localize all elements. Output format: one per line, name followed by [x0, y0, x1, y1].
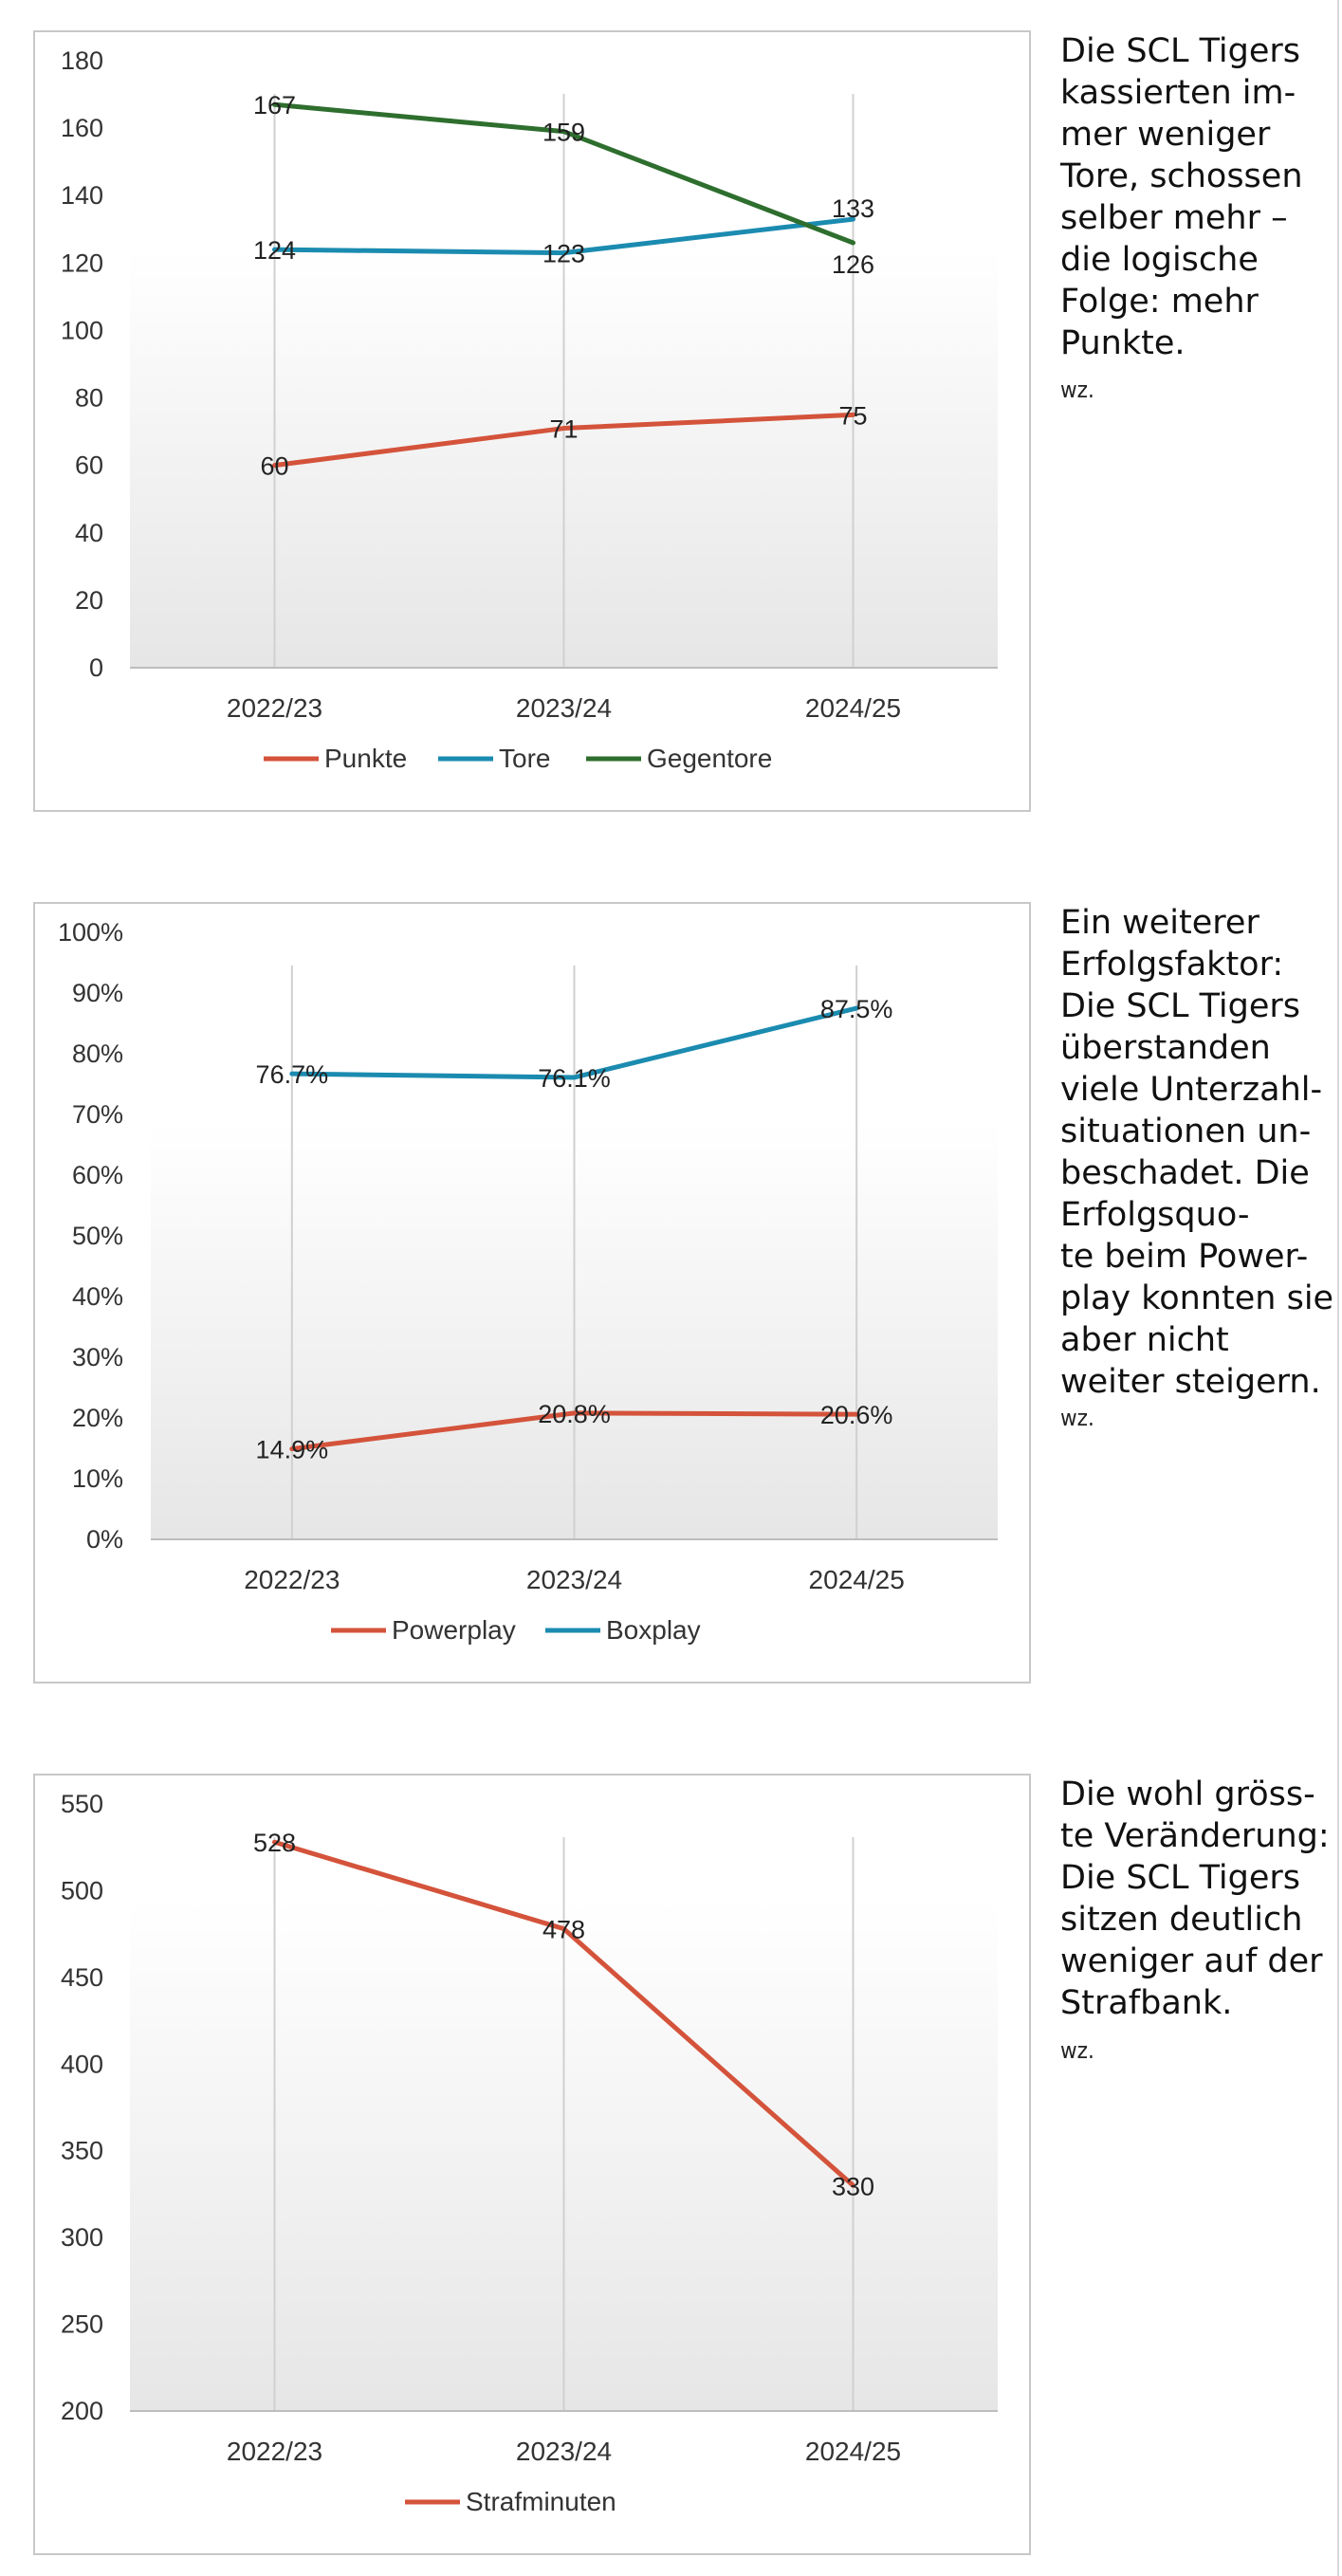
x-tick-label-2022-23: 2022/23	[227, 693, 322, 723]
caption-special-teams: Ein weiterer Erfolgsfaktor: Die SCL Tige…	[1060, 904, 1334, 1401]
caption-goals: Die SCL Tigers kassierten im- mer wenige…	[1060, 32, 1303, 362]
data-label-powerplay-2023-24: 20.8%	[538, 1400, 611, 1428]
x-tick-label-2023-24: 2023/24	[516, 693, 612, 723]
series-line-boxplay	[289, 1005, 859, 1080]
panel-goals: 0 20 40 60 80 100 120 140 160 180 2022/23 2023/24 20…	[0, 30, 1342, 827]
legend-label-strafminuten: Strafminuten	[466, 2487, 616, 2516]
data-label-gegentore-2023-24: 159	[542, 119, 585, 147]
x-tick-label-2024-25: 2024/25	[805, 2437, 901, 2466]
data-label-tore-2023-24: 123	[542, 240, 585, 268]
series-line-tore	[272, 216, 855, 256]
y-tick-label-50: 50%	[72, 1222, 123, 1250]
y-tick-label-70: 70%	[72, 1100, 123, 1129]
y-tick-label-30: 30%	[72, 1343, 123, 1371]
data-label-gegentore-2022-23: 167	[253, 91, 296, 120]
legend-label-powerplay: Powerplay	[392, 1615, 516, 1645]
data-label-strafminuten-2022-23: 528	[253, 1829, 296, 1857]
y-tick-label-10: 10%	[72, 1464, 123, 1493]
legend-label-boxplay: Boxplay	[606, 1615, 701, 1645]
y-tick-label-20: 20	[75, 586, 103, 615]
data-label-punkte-2024-25: 75	[838, 401, 867, 430]
chart-goals: 0 20 40 60 80 100 120 140 160 180 2022/23 2023/24 20…	[61, 46, 998, 773]
y-tick-label-60: 60	[75, 451, 103, 480]
y-tick-label-0: 0	[89, 653, 103, 682]
panel-penalties: 200 250 300 350 400 450 500 550 2022/23 2023/24 20…	[0, 1774, 1342, 2570]
series-line-strafminuten	[272, 1839, 855, 2188]
x-tick-label-2022-23: 2022/23	[227, 2437, 322, 2466]
y-tick-label-250: 250	[61, 2310, 103, 2339]
y-tick-label-160: 160	[61, 114, 103, 142]
caption-penalties: Die wohl gröss- te Veränderung: Die SCL …	[1060, 1776, 1330, 2022]
data-label-punkte-2022-23: 60	[260, 452, 288, 481]
y-tick-label-500: 500	[61, 1876, 103, 1904]
data-label-boxplay-2022-23: 76.7%	[256, 1060, 329, 1089]
chart-special-teams: 0% 10% 20% 30% 40% 50% 60% 70% 80% 90% 100% 2022/23…	[58, 918, 998, 1645]
series-line-punkte	[272, 412, 855, 469]
legend-label-gegentore: Gegentore	[647, 744, 772, 773]
series-line-gegentore	[272, 101, 855, 246]
series-line-powerplay	[289, 1410, 859, 1452]
x-tick-label-2023-24: 2023/24	[526, 1565, 622, 1594]
y-tick-label-200: 200	[61, 2397, 103, 2425]
y-tick-label-40: 40	[75, 519, 103, 547]
y-tick-label-140: 140	[61, 181, 103, 210]
data-label-strafminuten-2023-24: 478	[542, 1916, 585, 1944]
chart-special-teams-box: 0% 10% 20% 30% 40% 50% 60% 70% 80% 90% 100% 2022/23…	[33, 902, 1031, 1684]
x-tick-label-2023-24: 2023/24	[516, 2437, 612, 2466]
chart-penalties: 200 250 300 350 400 450 500 550 2022/23 2023/24 20…	[61, 1790, 998, 2516]
y-tick-label-20: 20%	[72, 1404, 123, 1432]
x-tick-label-2022-23: 2022/23	[244, 1565, 340, 1594]
data-label-powerplay-2022-23: 14.9%	[256, 1436, 329, 1464]
y-tick-label-100: 100%	[58, 918, 123, 947]
y-tick-label-400: 400	[61, 2050, 103, 2078]
y-tick-label-90: 90%	[72, 979, 123, 1007]
x-tick-label-2024-25: 2024/25	[809, 1565, 905, 1594]
y-tick-label-350: 350	[61, 2137, 103, 2165]
data-label-strafminuten-2024-25: 330	[832, 2172, 874, 2200]
data-label-gegentore-2024-25: 126	[832, 250, 874, 279]
legend-label-punkte: Punkte	[324, 744, 407, 773]
data-label-boxplay-2023-24: 76.1%	[538, 1064, 611, 1093]
credit-goals: wz.	[1060, 377, 1094, 403]
y-tick-label-550: 550	[61, 1790, 103, 1818]
panel-special-teams: 0% 10% 20% 30% 40% 50% 60% 70% 80% 90% 100% 2022/23…	[0, 902, 1342, 1699]
y-tick-label-180: 180	[61, 46, 103, 75]
data-label-punkte-2023-24: 71	[549, 415, 578, 444]
y-tick-label-300: 300	[61, 2223, 103, 2252]
y-tick-label-120: 120	[61, 248, 103, 277]
data-label-powerplay-2024-25: 20.6%	[820, 1401, 893, 1429]
x-tick-label-2024-25: 2024/25	[805, 693, 901, 723]
page-right-rule	[1337, 0, 1339, 2576]
y-tick-label-450: 450	[61, 1963, 103, 1992]
credit-special-teams: wz.	[1060, 1405, 1094, 1431]
data-label-boxplay-2024-25: 87.5%	[820, 995, 893, 1023]
y-tick-label-100: 100	[61, 316, 103, 344]
y-tick-label-80: 80%	[72, 1040, 123, 1068]
data-label-tore-2022-23: 124	[253, 236, 296, 265]
y-tick-label-0: 0%	[86, 1525, 123, 1554]
y-tick-label-60: 60%	[72, 1161, 123, 1189]
y-tick-label-80: 80	[75, 384, 103, 413]
chart-goals-box: 0 20 40 60 80 100 120 140 160 180 2022/23 2023/24 20…	[33, 30, 1031, 812]
data-label-tore-2024-25: 133	[832, 194, 874, 223]
legend-label-tore: Tore	[499, 744, 550, 773]
y-tick-label-40: 40%	[72, 1282, 123, 1311]
chart-penalties-box: 200 250 300 350 400 450 500 550 2022/23 2023/24 20…	[33, 1774, 1031, 2555]
credit-penalties: wz.	[1060, 2037, 1094, 2064]
